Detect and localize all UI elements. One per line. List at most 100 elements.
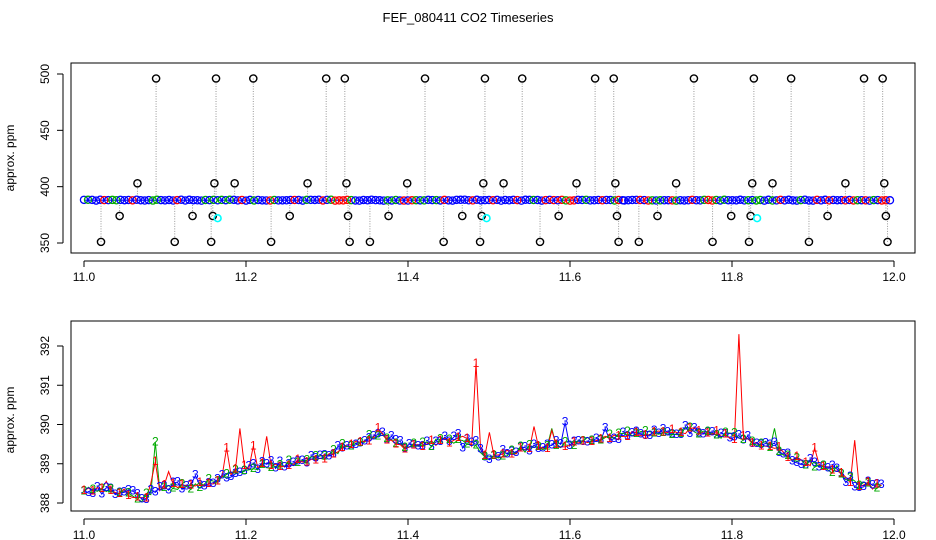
series-3-point: 3: [459, 440, 466, 454]
ch1-point: [237, 195, 247, 205]
ch3-point: [189, 195, 198, 205]
ch2-point: [712, 195, 721, 205]
raw-outlier-point: [475, 237, 485, 247]
series-3-point: 3: [294, 453, 301, 467]
ch3-point: [436, 196, 445, 205]
series-2-point: 2: [491, 448, 498, 462]
series-3-point: 3: [526, 443, 533, 457]
series-2-point: 2: [464, 437, 471, 451]
bottom-panel-axes: 11.0 11.2 11.4 11.6 11.8 12.0 388 389 390 391 392: [38, 336, 906, 540]
calibration-point: [213, 214, 222, 223]
series-3-point: 3: [802, 457, 809, 471]
raw-outlier-point: [535, 237, 545, 247]
ch2-point: [270, 195, 279, 205]
ch1-point: [877, 196, 887, 205]
top-y-tick-label: 500: [38, 64, 52, 84]
ch3-point: [294, 195, 303, 205]
ch3-point: [132, 195, 141, 205]
series-1-point: 1: [544, 441, 551, 455]
raw-outlier-point: [881, 211, 891, 221]
raw-outlier-point: [477, 211, 487, 221]
series-3-point: 3: [727, 431, 734, 445]
series-3-point: 3: [352, 437, 359, 451]
bottom-y-tick-label: 391: [38, 375, 52, 395]
series-1-point: 1: [410, 437, 417, 451]
ch3-point: [136, 195, 145, 205]
series-3-point: 3: [245, 458, 252, 472]
series-3-point: 3: [722, 426, 729, 440]
series-2-point: 2: [624, 424, 631, 438]
series-1-point: 1: [303, 454, 310, 468]
series-3-point: 3: [375, 427, 382, 441]
ch3-point: [472, 195, 482, 205]
series-1-point: 1: [446, 435, 453, 449]
series-1-point: 1: [473, 356, 480, 370]
series-2-point: 2: [143, 486, 150, 500]
series-3-point: 3: [188, 477, 195, 491]
series-3-point: 3: [326, 448, 333, 462]
ch2-point: [148, 196, 158, 205]
series-1-point: 1: [134, 490, 141, 504]
ch3-point: [116, 195, 125, 205]
series-1-point: 1: [143, 491, 150, 505]
series-1-point: 1: [802, 455, 809, 469]
ch2-point: [83, 195, 93, 205]
series-2-point: 2: [642, 423, 649, 437]
ch3-point: [460, 195, 469, 204]
ch1-point: [614, 195, 623, 205]
ch3-point: [820, 195, 830, 205]
series-3-point: 3: [419, 438, 426, 452]
series-1-point: 1: [330, 447, 337, 461]
series-3-point: 3: [201, 478, 208, 492]
series-3-point: 3: [629, 425, 636, 439]
ch3-point: [456, 195, 465, 205]
ch1-point: [318, 196, 328, 205]
series-3-point: 3: [90, 486, 97, 500]
series-2-point: 2: [526, 438, 533, 452]
ch3-point: [594, 195, 603, 205]
series-2-point: 2: [785, 448, 792, 462]
series-2-point: 2: [544, 438, 551, 452]
top-y-tick-label: 350: [38, 233, 52, 253]
raw-outlier-point: [343, 211, 353, 221]
ch1-point: [128, 196, 137, 205]
ch3-point: [144, 195, 154, 205]
series-2-point: 2: [597, 433, 604, 447]
series-3-point: 3: [776, 445, 783, 459]
series-1-point: 1: [526, 441, 533, 455]
series-3-point: 3: [491, 448, 498, 462]
series-3-point: 3: [406, 436, 413, 450]
series-2-point: 2: [473, 438, 480, 452]
series-3-point: 3: [593, 431, 600, 445]
ch3-point: [816, 196, 826, 205]
ch3-point: [780, 196, 789, 205]
ch3-point: [492, 195, 502, 205]
series-3-point: 3: [700, 426, 707, 440]
ch3-point: [620, 196, 629, 205]
ch3-point: [624, 195, 633, 205]
series-1-point: 1: [81, 483, 88, 497]
top-y-tick-label: 450: [38, 120, 52, 140]
raw-outlier-point: [188, 211, 197, 221]
series-2-point: 2: [268, 460, 275, 474]
series-3-point: 3: [869, 478, 876, 492]
series-3-point: 3: [121, 485, 128, 499]
raw-outlier-point: [479, 178, 488, 188]
series-3-point: 3: [277, 454, 284, 468]
series-3-point: 3: [232, 466, 239, 480]
series-3-point: 3: [638, 427, 645, 441]
ch3-point: [314, 195, 324, 204]
ch3-point: [444, 196, 453, 205]
ch3-point: [590, 196, 599, 205]
raw-outlier-point: [303, 178, 312, 188]
top-x-tick-label: 11.6: [559, 270, 582, 284]
series-3-point: 3: [811, 455, 818, 469]
series-3-point: 3: [789, 454, 796, 468]
series-2-point: 2: [651, 425, 658, 439]
series-3-point: 3: [624, 428, 631, 442]
ch3-point: [229, 195, 239, 205]
ch3-point: [509, 195, 518, 205]
ch3-point: [500, 195, 510, 205]
ch3-point: [833, 195, 842, 205]
